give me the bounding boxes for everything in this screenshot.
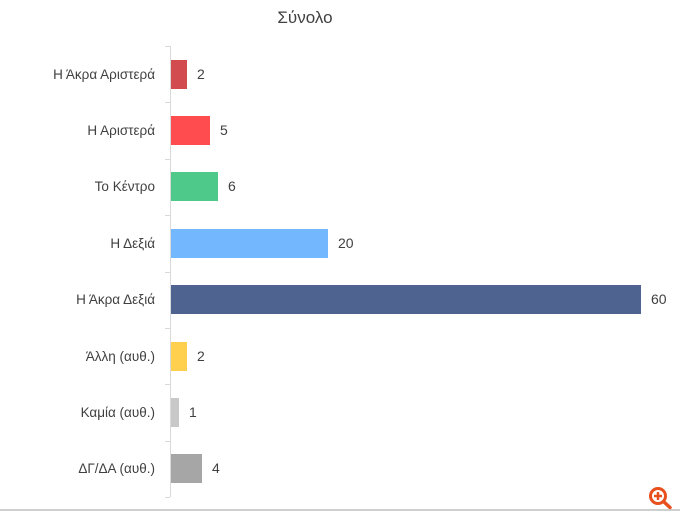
bar[interactable] — [171, 285, 641, 314]
axis-tick — [165, 497, 170, 498]
axis-tick — [165, 328, 170, 329]
bar[interactable] — [171, 116, 210, 145]
zoom-in-icon[interactable] — [648, 486, 674, 510]
category-label: Η Άκρα Δεξιά — [76, 292, 155, 307]
axis-tick — [165, 102, 170, 103]
bar[interactable] — [171, 454, 202, 483]
category-label: Άλλη (αυθ.) — [85, 349, 155, 364]
axis-tick — [165, 441, 170, 442]
category-label: ΔΓ/ΔΑ (αυθ.) — [78, 461, 155, 476]
bar[interactable] — [171, 229, 328, 258]
data-label: 20 — [338, 235, 354, 251]
category-label: Η Άκρα Αριστερά — [53, 67, 155, 82]
axis-tick — [165, 384, 170, 385]
axis-tick — [165, 159, 170, 160]
chart-title: Σύνολο — [277, 8, 333, 27]
axis-tick — [165, 215, 170, 216]
category-label: Το Κέντρο — [94, 179, 155, 194]
axis-tick — [165, 46, 170, 47]
bar[interactable] — [171, 342, 187, 371]
data-label: 2 — [197, 66, 205, 82]
bar[interactable] — [171, 172, 218, 201]
data-label: 1 — [189, 404, 197, 420]
divider — [0, 509, 680, 511]
data-label: 60 — [651, 291, 667, 307]
category-label: Καμία (αυθ.) — [80, 405, 155, 420]
data-label: 6 — [228, 178, 236, 194]
data-label: 2 — [197, 348, 205, 364]
bar[interactable] — [171, 398, 179, 427]
category-label: Η Αριστερά — [87, 123, 155, 138]
category-axis — [170, 46, 171, 497]
category-label: Η Δεξιά — [110, 236, 155, 251]
data-label: 5 — [220, 122, 228, 138]
bar[interactable] — [171, 60, 187, 89]
axis-tick — [165, 272, 170, 273]
data-label: 4 — [212, 460, 220, 476]
